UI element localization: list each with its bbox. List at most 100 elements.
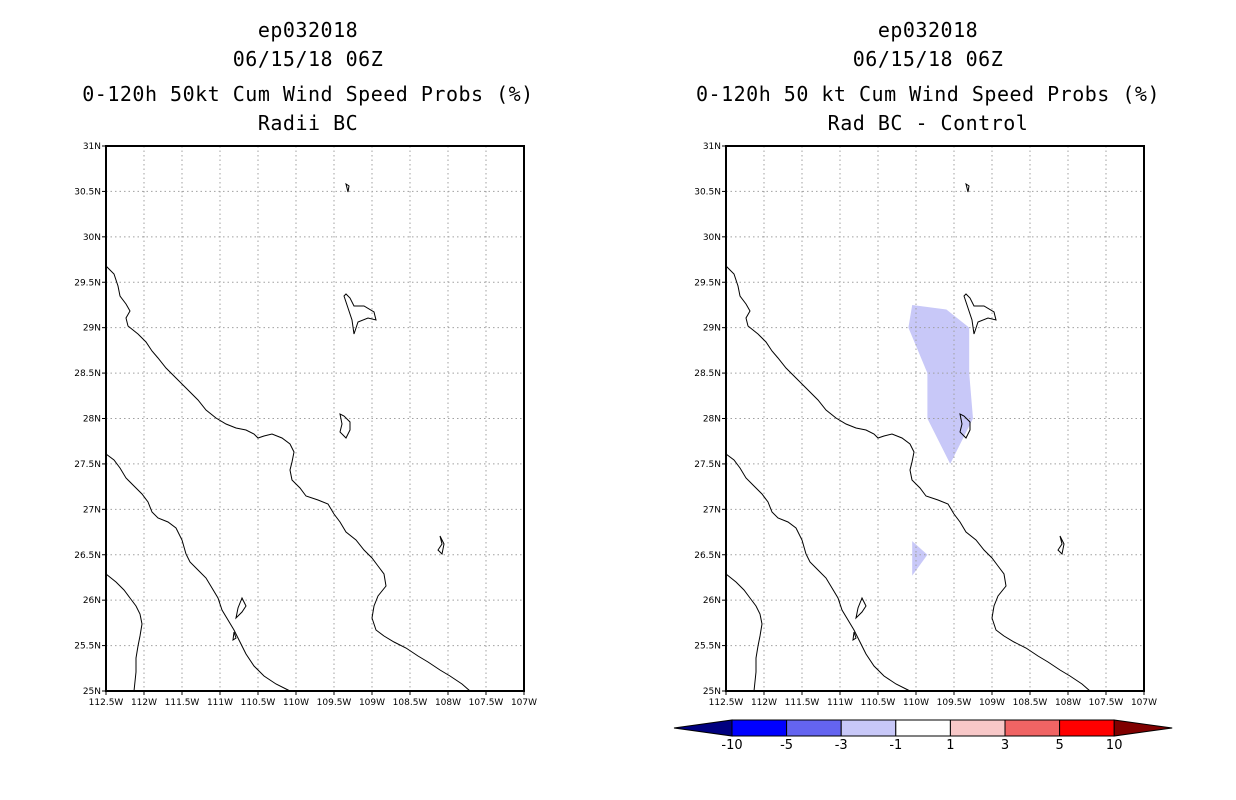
y-tick-label: 29.5N — [694, 278, 721, 288]
x-tick-label: 109.5W — [317, 698, 352, 708]
island — [437, 535, 445, 556]
right-map-chart: 112.5W 112W 111.5W 111W 110.5W 110W 109.5W 109W… — [694, 142, 1157, 708]
x-tick-label: 111W — [827, 698, 853, 708]
island — [965, 182, 970, 193]
x-tick-label: 111W — [207, 698, 233, 708]
coastline — [725, 573, 763, 692]
y-tick-label: 25.5N — [74, 642, 101, 652]
y-tick-label: 25.5N — [694, 642, 721, 652]
coastline — [725, 265, 1091, 692]
x-tick-label: 107W — [511, 698, 537, 708]
y-tick-label: 30.5N — [694, 187, 721, 197]
x-tick-label: 112W — [131, 698, 157, 708]
y-tick-label: 30N — [83, 233, 101, 243]
x-tick-label: 110.5W — [861, 698, 896, 708]
x-tick-label: 107.5W — [1089, 698, 1124, 708]
coastline — [105, 573, 143, 692]
island — [855, 596, 867, 620]
x-tick-label: 109.5W — [937, 698, 972, 708]
x-tick-label: 109W — [979, 698, 1005, 708]
coastline — [105, 265, 471, 692]
island — [232, 631, 237, 642]
x-tick-label: 109W — [359, 698, 385, 708]
colorbar-triangle-high — [1113, 719, 1173, 737]
island — [852, 631, 857, 642]
colorbar-label: 3 — [1001, 738, 1009, 753]
colorbar-box — [786, 719, 842, 737]
y-tick-label: 31N — [703, 142, 721, 152]
colorbar-label: 1 — [946, 738, 954, 753]
right-datetime: 06/15/18 06Z — [852, 47, 1004, 71]
y-tick-label: 26N — [703, 596, 721, 606]
colorbar-label: 5 — [1055, 738, 1063, 753]
colorbar-box — [1004, 719, 1061, 737]
y-tick-label: 25N — [703, 687, 721, 697]
x-tick-label: 108W — [435, 698, 461, 708]
y-tick-label: 25N — [83, 687, 101, 697]
x-tick-label: 108.5W — [1013, 698, 1048, 708]
right-subtitle: Rad BC - Control — [827, 111, 1029, 135]
colorbar: -10 -5 -3 -1 1 3 5 10 — [673, 719, 1173, 753]
y-tick-label: 26N — [83, 596, 101, 606]
x-tick-label: 107W — [1131, 698, 1157, 708]
y-tick-label: 28.5N — [694, 369, 721, 379]
plot-frame — [105, 145, 525, 692]
x-tick-label: 110W — [283, 698, 309, 708]
x-tick-label: 108.5W — [393, 698, 428, 708]
island — [345, 182, 350, 193]
y-tick-label: 27N — [703, 505, 721, 515]
x-tick-label: 112W — [751, 698, 777, 708]
x-tick-label: 110W — [903, 698, 929, 708]
right-storm-id: ep032018 — [877, 18, 979, 42]
coastline — [725, 453, 911, 692]
colorbar-box — [840, 719, 897, 737]
y-tick-label: 29.5N — [74, 278, 101, 288]
colorbar-box — [731, 719, 788, 737]
left-panel-title: ep032018 06/15/18 06Z 0-120h 50kt Cum Wi… — [30, 16, 586, 138]
x-tick-label: 111.5W — [785, 698, 820, 708]
colorbar-label: 10 — [1106, 738, 1123, 753]
colorbar-label: -1 — [889, 738, 902, 753]
y-tick-label: 28N — [703, 415, 721, 425]
y-tick-label: 28N — [83, 415, 101, 425]
x-tick-label: 112.5W — [709, 698, 744, 708]
right-product-title: 0-120h 50 kt Cum Wind Speed Probs (%) — [695, 82, 1161, 106]
y-tick-label: 29N — [703, 324, 721, 334]
island — [343, 293, 377, 335]
colorbar-box — [949, 719, 1006, 737]
colorbar-triangle-low — [673, 719, 733, 737]
island — [1057, 535, 1065, 556]
y-tick-label: 26.5N — [694, 551, 721, 561]
left-product-title: 0-120h 50kt Cum Wind Speed Probs (%) — [82, 82, 534, 106]
left-subtitle: Radii BC — [257, 111, 359, 135]
x-tick-label: 111.5W — [165, 698, 200, 708]
island — [963, 293, 997, 335]
y-tick-label: 29N — [83, 324, 101, 334]
coastlines — [725, 182, 1091, 692]
left-map-chart: 112.5W 112W 111.5W 111W 110.5W 110W 109.5W 109W… — [74, 142, 537, 708]
colorbar-box — [895, 719, 951, 737]
island — [235, 596, 247, 620]
island — [339, 413, 351, 439]
left-storm-id: ep032018 — [257, 18, 359, 42]
island — [959, 413, 971, 439]
y-tick-label: 26.5N — [74, 551, 101, 561]
left-datetime: 06/15/18 06Z — [232, 47, 384, 71]
y-tick-label: 27.5N — [694, 460, 721, 470]
y-tick-label: 27.5N — [74, 460, 101, 470]
right-panel-title: ep032018 06/15/18 06Z 0-120h 50 kt Cum W… — [650, 16, 1206, 138]
y-tick-label: 30.5N — [74, 187, 101, 197]
y-tick-label: 27N — [83, 505, 101, 515]
colorbar-label: -3 — [835, 738, 848, 753]
coastlines — [105, 182, 471, 692]
shaded-diff-region-south — [912, 541, 928, 576]
x-tick-label: 107.5W — [469, 698, 504, 708]
shaded-diff-region-north — [908, 304, 973, 464]
colorbar-label: -5 — [780, 738, 793, 753]
colorbar-label: -10 — [721, 738, 742, 753]
y-tick-label: 31N — [83, 142, 101, 152]
x-tick-label: 112.5W — [89, 698, 124, 708]
y-tick-label: 28.5N — [74, 369, 101, 379]
x-tick-label: 110.5W — [241, 698, 276, 708]
coastline — [105, 453, 291, 692]
